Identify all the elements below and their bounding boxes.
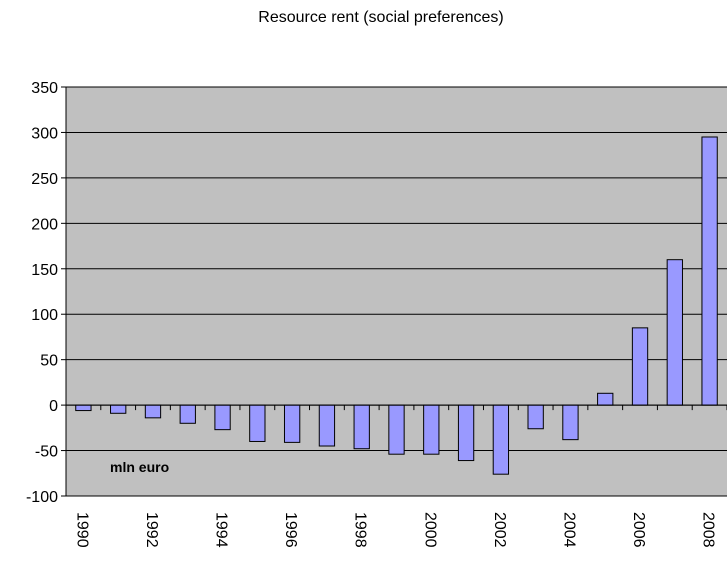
y-tick-label: 0 [49, 398, 58, 415]
y-tick-label: 250 [31, 171, 58, 188]
bar-1997 [318, 404, 336, 447]
bar-2007 [666, 259, 683, 406]
y-tick-label: 350 [31, 80, 58, 97]
bar-2008 [701, 136, 718, 406]
y-tick-label: 150 [31, 262, 58, 279]
unit-label: mln euro [110, 459, 169, 475]
bar-1992 [144, 404, 162, 419]
x-tick-label: 1994 [213, 512, 230, 548]
bar-1990 [75, 404, 92, 412]
y-tick-label: 300 [31, 125, 58, 142]
x-tick-label: 2000 [421, 512, 438, 548]
x-tick-label: 2008 [700, 512, 717, 548]
bar-2003 [527, 404, 544, 430]
x-axis: 1990 1992 1994 1996 1998 2000 2002 2004 2006 2008 [65, 404, 727, 548]
x-tick-label: 2004 [560, 512, 577, 548]
y-tick-label: 100 [31, 307, 58, 324]
x-tick-label: 2002 [491, 512, 508, 548]
y-tick-label: 50 [40, 353, 58, 370]
chart-title: Resource rent (social preferences) [258, 9, 503, 26]
x-tick-label: 1998 [352, 512, 369, 548]
bar-1993 [179, 404, 196, 424]
x-tick-label: 1990 [73, 512, 90, 548]
y-tick-label: 200 [31, 216, 58, 233]
bars [75, 136, 718, 475]
bar-2004 [562, 404, 579, 441]
y-tick-label: -50 [35, 444, 58, 461]
bar-1998 [353, 404, 370, 450]
y-axis: 350 300 250 200 150 100 50 0 -50 -100 [26, 80, 67, 506]
x-tick-label: 2006 [630, 512, 647, 548]
bar-2000 [423, 404, 440, 455]
bar-2001 [457, 404, 475, 462]
bar-2006 [631, 327, 649, 406]
bar-1995 [249, 404, 266, 442]
bar-1991 [110, 404, 127, 414]
bar-1996 [283, 404, 301, 443]
bar-2002 [492, 404, 510, 475]
bar-2005 [597, 392, 614, 406]
x-tick-label: 1992 [143, 512, 160, 548]
x-tick-label: 1996 [282, 512, 299, 548]
y-tick-label: -100 [26, 489, 58, 506]
bar-1994 [214, 404, 231, 431]
bar-1999 [388, 404, 405, 455]
